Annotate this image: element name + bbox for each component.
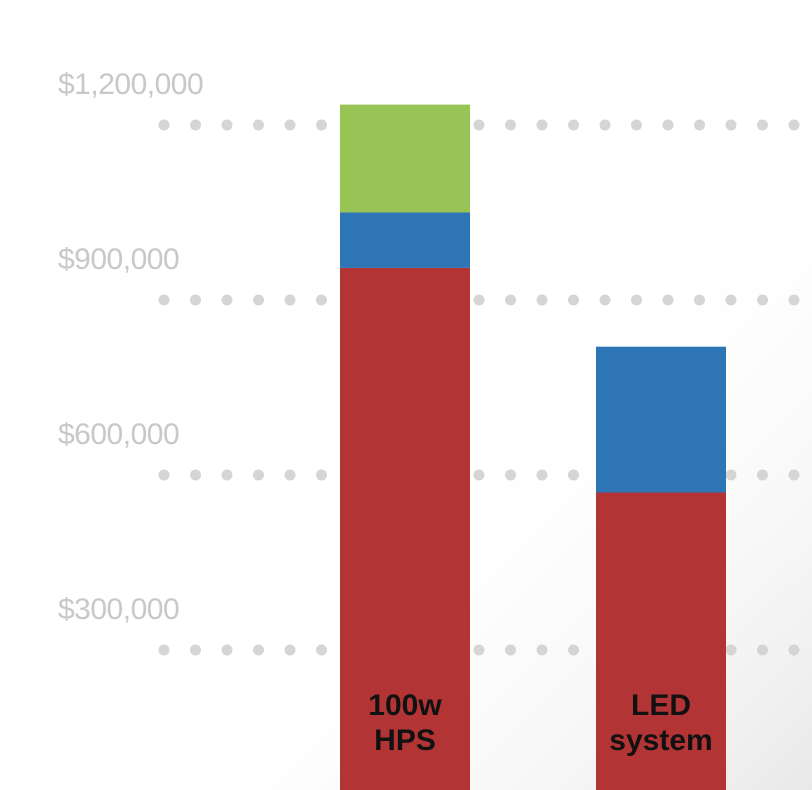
- category-label: LED: [631, 689, 691, 722]
- category-label: HPS: [374, 724, 436, 757]
- bar-segment: [340, 267, 470, 790]
- bars: [340, 104, 726, 790]
- category-label: system: [609, 724, 712, 757]
- bar-stack: [340, 104, 470, 790]
- bar-segment: [340, 104, 470, 213]
- y-tick-label: $1,200,000: [58, 68, 203, 101]
- bar-segment: [596, 346, 726, 493]
- y-tick-label: $600,000: [58, 418, 179, 451]
- category-label: 100w: [368, 689, 442, 722]
- y-tick-label: $300,000: [58, 593, 179, 626]
- y-tick-label: $900,000: [58, 243, 179, 276]
- gridline-dots: [158, 119, 800, 131]
- bar-stack: [596, 346, 726, 790]
- bar-segment: [340, 212, 470, 268]
- gridline-dots: [158, 294, 800, 306]
- bar-segment: [596, 492, 726, 790]
- y-axis-ticks: $300,000 $600,000 $900,000 $1,200,000: [58, 68, 204, 626]
